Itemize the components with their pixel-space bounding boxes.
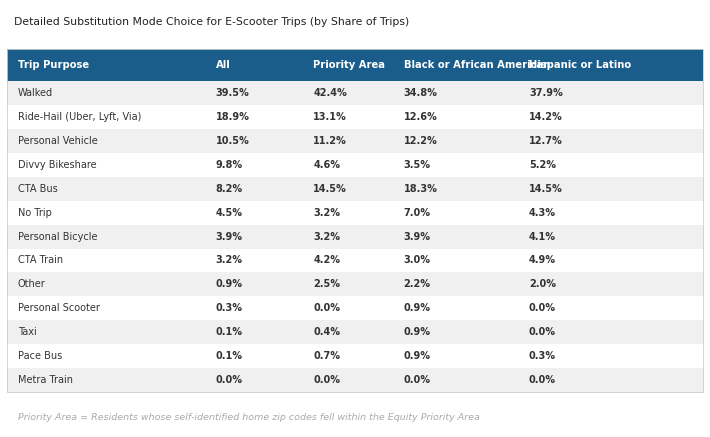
Text: 0.3%: 0.3% — [216, 303, 243, 313]
Text: 12.6%: 12.6% — [404, 112, 437, 122]
Text: 18.9%: 18.9% — [216, 112, 250, 122]
Text: 42.4%: 42.4% — [313, 88, 347, 98]
Text: Other: Other — [18, 279, 45, 289]
Text: Personal Bicycle: Personal Bicycle — [18, 232, 97, 242]
Text: 12.2%: 12.2% — [404, 136, 437, 146]
Bar — [7, 201, 703, 225]
Text: 11.2%: 11.2% — [313, 136, 347, 146]
Bar — [7, 105, 703, 129]
Text: 0.0%: 0.0% — [529, 375, 556, 385]
Text: Personal Vehicle: Personal Vehicle — [18, 136, 97, 146]
Text: 3.0%: 3.0% — [404, 256, 431, 265]
Text: Walked: Walked — [18, 88, 53, 98]
Text: 3.2%: 3.2% — [313, 208, 340, 218]
Bar — [7, 49, 703, 392]
Text: 0.9%: 0.9% — [216, 279, 243, 289]
Text: 0.0%: 0.0% — [313, 375, 340, 385]
Text: 0.3%: 0.3% — [529, 351, 556, 361]
Text: 4.9%: 4.9% — [529, 256, 556, 265]
Text: 0.9%: 0.9% — [404, 327, 431, 337]
Bar — [7, 249, 703, 272]
Bar — [7, 129, 703, 153]
Text: 4.2%: 4.2% — [313, 256, 340, 265]
Text: CTA Bus: CTA Bus — [18, 184, 58, 194]
Text: Metra Train: Metra Train — [18, 375, 72, 385]
Text: Priority Area: Priority Area — [313, 60, 386, 70]
Text: Black or African American: Black or African American — [404, 60, 550, 70]
Text: 2.0%: 2.0% — [529, 279, 556, 289]
Text: 4.1%: 4.1% — [529, 232, 556, 242]
Text: Priority Area = Residents whose self-identified home zip codes fell within the E: Priority Area = Residents whose self-ide… — [18, 413, 479, 422]
Text: 3.2%: 3.2% — [216, 256, 243, 265]
Text: 4.5%: 4.5% — [216, 208, 243, 218]
Text: Personal Scooter: Personal Scooter — [18, 303, 99, 313]
Text: 4.6%: 4.6% — [313, 160, 340, 170]
Text: 0.0%: 0.0% — [404, 375, 431, 385]
Text: 7.0%: 7.0% — [404, 208, 431, 218]
Text: 10.5%: 10.5% — [216, 136, 250, 146]
Text: 14.2%: 14.2% — [529, 112, 563, 122]
Text: 12.7%: 12.7% — [529, 136, 563, 146]
Text: 3.5%: 3.5% — [404, 160, 431, 170]
Text: Pace Bus: Pace Bus — [18, 351, 62, 361]
Text: 0.4%: 0.4% — [313, 327, 340, 337]
Bar — [7, 368, 703, 392]
Text: 3.9%: 3.9% — [216, 232, 243, 242]
Text: 34.8%: 34.8% — [404, 88, 437, 98]
Bar — [7, 272, 703, 296]
Text: 0.9%: 0.9% — [404, 351, 431, 361]
Text: All: All — [216, 60, 231, 70]
Text: 8.2%: 8.2% — [216, 184, 243, 194]
Text: 9.8%: 9.8% — [216, 160, 243, 170]
Text: Taxi: Taxi — [18, 327, 36, 337]
Text: 0.7%: 0.7% — [313, 351, 340, 361]
Text: Ride-Hail (Uber, Lyft, Via): Ride-Hail (Uber, Lyft, Via) — [18, 112, 141, 122]
Text: 3.9%: 3.9% — [404, 232, 431, 242]
Text: 37.9%: 37.9% — [529, 88, 563, 98]
Text: 5.2%: 5.2% — [529, 160, 556, 170]
Bar — [7, 81, 703, 105]
Text: Detailed Substitution Mode Choice for E-Scooter Trips (by Share of Trips): Detailed Substitution Mode Choice for E-… — [14, 17, 409, 27]
Bar — [7, 225, 703, 249]
Bar — [7, 49, 703, 81]
Text: 39.5%: 39.5% — [216, 88, 250, 98]
Text: 0.0%: 0.0% — [529, 327, 556, 337]
Text: 18.3%: 18.3% — [404, 184, 437, 194]
Text: 0.1%: 0.1% — [216, 327, 243, 337]
Text: 13.1%: 13.1% — [313, 112, 347, 122]
Bar — [7, 153, 703, 177]
Bar — [7, 320, 703, 344]
Text: 0.9%: 0.9% — [404, 303, 431, 313]
Text: No Trip: No Trip — [18, 208, 51, 218]
Text: 0.0%: 0.0% — [216, 375, 243, 385]
Text: 0.1%: 0.1% — [216, 351, 243, 361]
Bar — [7, 296, 703, 320]
Bar — [7, 344, 703, 368]
Text: Trip Purpose: Trip Purpose — [18, 60, 89, 70]
Text: 14.5%: 14.5% — [529, 184, 563, 194]
Bar — [7, 177, 703, 201]
Text: 14.5%: 14.5% — [313, 184, 347, 194]
Text: Divvy Bikeshare: Divvy Bikeshare — [18, 160, 96, 170]
Text: 2.5%: 2.5% — [313, 279, 340, 289]
Text: 3.2%: 3.2% — [313, 232, 340, 242]
Text: CTA Train: CTA Train — [18, 256, 62, 265]
Text: 0.0%: 0.0% — [529, 303, 556, 313]
Text: 4.3%: 4.3% — [529, 208, 556, 218]
Text: 2.2%: 2.2% — [404, 279, 431, 289]
Text: Hispanic or Latino: Hispanic or Latino — [529, 60, 631, 70]
Text: 0.0%: 0.0% — [313, 303, 340, 313]
